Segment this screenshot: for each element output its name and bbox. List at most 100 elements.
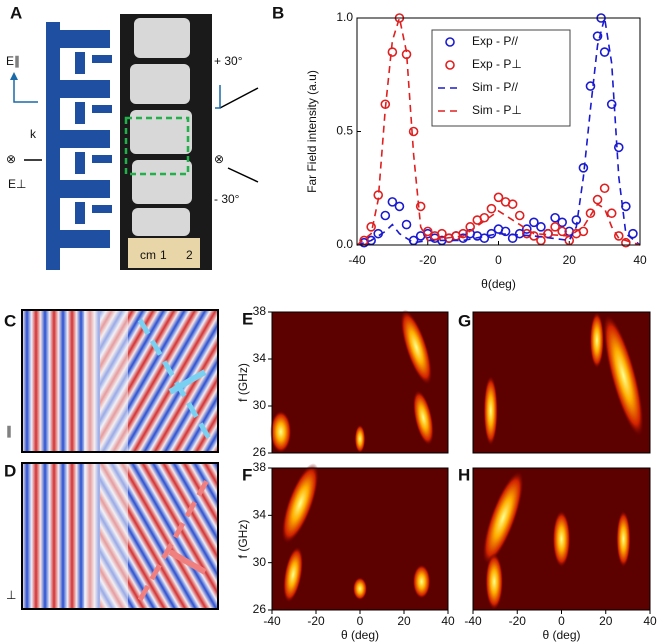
sim-line xyxy=(356,17,641,246)
plot-frame xyxy=(472,467,651,611)
legend-box xyxy=(431,29,571,127)
x-tick-label: 40 xyxy=(633,253,647,267)
exp-point xyxy=(437,228,447,239)
heatmap-spot xyxy=(482,470,524,565)
exp-point xyxy=(514,228,525,239)
ruler xyxy=(128,238,200,268)
y-tick-label: 26 xyxy=(253,602,267,616)
panel-label: F xyxy=(242,465,252,484)
legend-label: Exp - P⊥ xyxy=(472,57,522,71)
exp-point xyxy=(366,222,376,232)
legend: Exp - P// Exp - P⊥ Sim - P// Sim - P⊥ xyxy=(431,29,571,127)
exp-point xyxy=(422,226,433,237)
heatmap-spot xyxy=(400,309,433,385)
heatmap-spot xyxy=(281,463,319,544)
ruler-label: 1 xyxy=(160,248,167,262)
exp-point xyxy=(592,31,603,41)
exp-point xyxy=(479,233,490,243)
exp-point xyxy=(585,208,596,219)
y-tick-label: 26 xyxy=(253,445,267,459)
panel-label: A xyxy=(10,3,22,22)
heatmap-spot xyxy=(485,553,504,610)
exp-point xyxy=(408,126,419,137)
k-label: k xyxy=(30,127,37,141)
exp-point xyxy=(500,226,511,237)
frame xyxy=(21,462,219,610)
plus-angle: + 30° xyxy=(214,54,243,68)
plot-frame xyxy=(356,17,641,246)
exp-point xyxy=(578,163,589,173)
exp-point xyxy=(479,212,490,223)
exp-point xyxy=(550,222,560,232)
exp-point xyxy=(401,219,412,230)
exp-point xyxy=(628,228,638,239)
exp-point xyxy=(621,237,631,248)
x-tick-label: -40 xyxy=(263,614,281,628)
plot-frame xyxy=(271,467,449,611)
exp-point xyxy=(592,194,603,205)
exp-point xyxy=(507,199,518,209)
out-arrow xyxy=(227,167,259,183)
x-tick-label: -40 xyxy=(348,253,366,267)
exp-point xyxy=(458,228,468,239)
exp-point xyxy=(486,203,497,214)
legend-swatch xyxy=(445,60,455,70)
heatmap-spot xyxy=(354,424,366,453)
e-perp-symbol: ⊗ xyxy=(6,152,16,166)
x-tick-label: 40 xyxy=(441,614,455,628)
k-arrow xyxy=(168,369,207,395)
legend-label: Exp - P// xyxy=(472,34,519,48)
exp-point xyxy=(366,235,376,246)
y-axis-label: f (GHz) xyxy=(236,363,250,402)
arrowhead xyxy=(10,72,18,80)
heatmap-spot xyxy=(352,577,368,601)
x-tick-label: 0 xyxy=(357,614,364,628)
exp-point xyxy=(585,81,596,91)
exp-point xyxy=(394,201,405,212)
panel-a: A cm 1 2 E∥ k ⊗ E⊥ + 30° ⊗ - 30° xyxy=(6,3,259,270)
exp-point xyxy=(387,47,398,57)
y-tick-label: 34 xyxy=(253,351,267,365)
legend-swatch xyxy=(445,37,455,47)
cross-symbol: ⊗ xyxy=(214,152,224,166)
x-tick-label: 0 xyxy=(495,253,502,267)
y-tick-label: 1.0 xyxy=(336,10,353,24)
x-tick-label: 20 xyxy=(563,253,577,267)
e-par-label: E∥ xyxy=(6,54,20,68)
x-tick-label: 20 xyxy=(397,614,411,628)
plot-frame xyxy=(271,311,449,454)
plot-frame xyxy=(472,311,651,454)
x-tick-label: 20 xyxy=(599,614,613,628)
heatmap-spot xyxy=(616,510,631,568)
heatmap-spot xyxy=(483,375,498,446)
y-axis-label: Far Field intensity (a.u) xyxy=(305,70,319,193)
exp-point xyxy=(578,226,589,237)
panel-c: C ∥ xyxy=(4,309,219,453)
panel-d: D ⊥ xyxy=(4,461,219,610)
legend-label: Sim - P// xyxy=(472,80,519,94)
x-tick-label: 0 xyxy=(558,614,565,628)
structure-outline xyxy=(84,463,128,609)
panel-label: E xyxy=(242,309,253,328)
pol-arrow xyxy=(215,85,221,109)
heatmap-spot xyxy=(412,564,431,599)
structure-outline xyxy=(84,310,128,452)
y-axis-label: f (GHz) xyxy=(236,520,250,559)
exp-point xyxy=(599,183,610,194)
panel-label: G xyxy=(458,311,471,330)
y-tick-label: 0.5 xyxy=(336,124,353,138)
ruler-label: cm xyxy=(140,248,156,262)
exp-point xyxy=(521,224,532,234)
exp-point xyxy=(557,217,567,228)
x-axis-label: θ(deg) xyxy=(481,277,516,291)
y-tick-label: 38 xyxy=(253,304,267,318)
x-axis-label: θ (deg) xyxy=(341,628,379,642)
e-perp-label: E⊥ xyxy=(8,177,26,191)
panel-label: H xyxy=(458,465,470,484)
exp-point xyxy=(613,231,624,241)
exp-point xyxy=(387,197,398,207)
x-tick-label: -40 xyxy=(464,614,482,628)
ruler-label: 2 xyxy=(186,248,193,262)
heatmap-spot xyxy=(589,312,604,369)
